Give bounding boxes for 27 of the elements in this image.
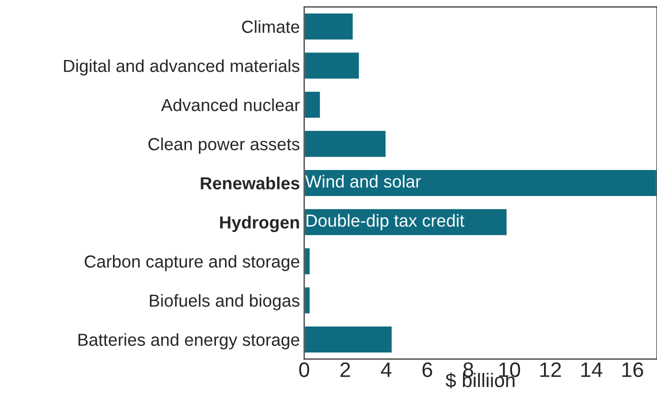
y-tick-label: Advanced nuclear (161, 98, 300, 112)
y-tick-label: Carbon capture and storage (84, 254, 300, 272)
x-tick-label: 12 (540, 362, 561, 377)
bar (304, 129, 387, 158)
y-tick-label: Hydrogen (220, 216, 299, 232)
x-tick-label: 14 (581, 362, 602, 377)
bar (304, 168, 657, 198)
bar (304, 90, 322, 120)
y-tick-label: Biofuels and biogas (150, 294, 300, 310)
bar (304, 325, 394, 354)
bar (304, 12, 354, 41)
bar (304, 246, 312, 276)
x-tick-label: 6 (422, 362, 432, 378)
bar (304, 286, 312, 315)
annotation: Double-dip tax credit (306, 214, 464, 230)
y-tick-label: Batteries and energy storage (78, 333, 300, 350)
x-tick-label: 16 (622, 362, 644, 378)
x-tick-label: 0 (299, 362, 310, 378)
x-tick-label: 2 (340, 362, 350, 377)
bar (304, 51, 360, 80)
y-tick-label: Renewables (200, 176, 300, 190)
y-tick-label: Climate (242, 20, 300, 33)
bar (304, 208, 508, 236)
x-tick-label: 4 (380, 362, 392, 377)
annotation: Wind and solar (305, 174, 421, 188)
y-tick-label: Clean power assets (148, 138, 300, 154)
y-tick-label: Digital and advanced materials (64, 59, 300, 76)
